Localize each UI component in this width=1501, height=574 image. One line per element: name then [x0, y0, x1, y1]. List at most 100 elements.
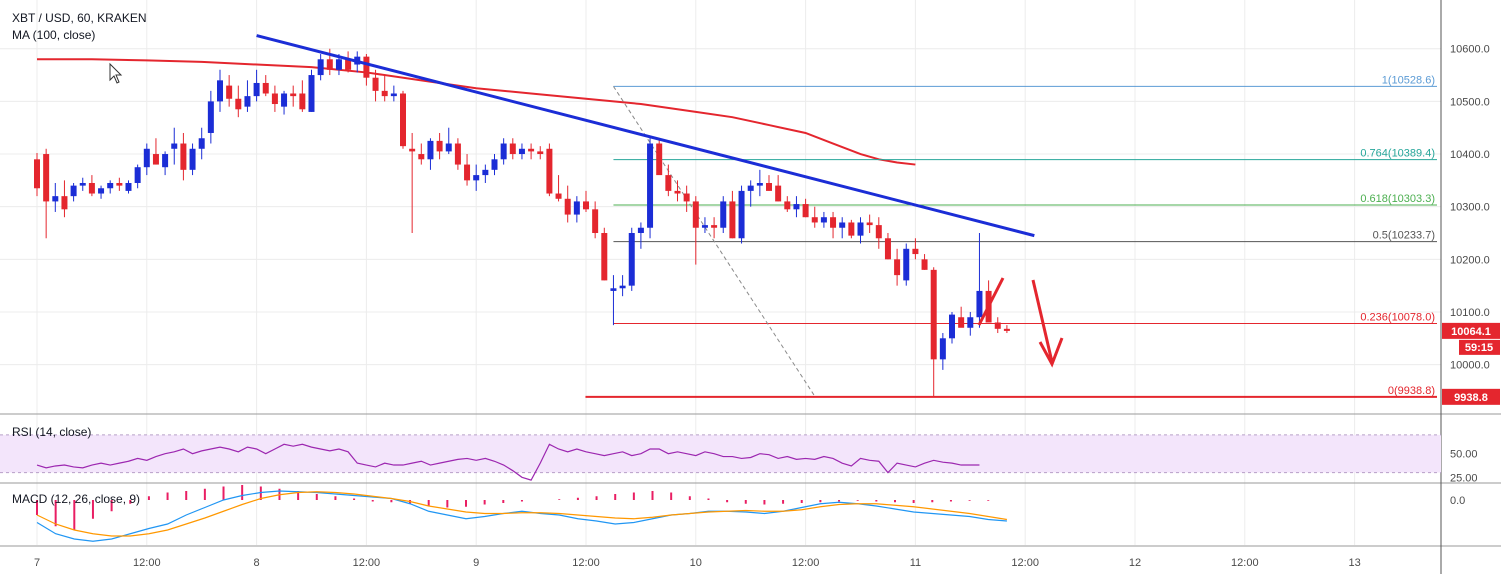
- candle-body: [711, 225, 718, 228]
- candle-body: [894, 259, 901, 276]
- time-tick-label: 7: [34, 557, 40, 569]
- candle-body: [802, 204, 809, 218]
- price-tick-label: 10600.0: [1450, 44, 1490, 56]
- macd-line: [36, 490, 1007, 542]
- candle-body: [143, 148, 150, 168]
- time-tick-label: 12:00: [1231, 557, 1259, 569]
- candle-body: [747, 185, 754, 191]
- rsi-band: [0, 434, 1441, 473]
- candle-body: [884, 238, 891, 260]
- candle-body: [70, 185, 77, 197]
- time-tick-label: 10: [690, 557, 702, 569]
- candle-body: [564, 198, 571, 215]
- candle-body: [637, 227, 644, 234]
- candle-body: [162, 154, 169, 168]
- candle-body: [464, 164, 471, 181]
- candle-body: [583, 201, 589, 210]
- candle-body: [921, 259, 928, 270]
- candle-body: [857, 222, 864, 236]
- candle-body: [125, 182, 132, 191]
- fib-level-label: 1(10528.6): [1382, 74, 1435, 86]
- candle-body: [518, 148, 525, 155]
- macd-tick-label: 0.0: [1450, 495, 1465, 507]
- candle-body: [281, 93, 288, 107]
- up-stroke-arrow-icon: [977, 277, 1005, 326]
- candle-body: [509, 143, 516, 155]
- candle-body: [226, 85, 233, 99]
- low-price-badge: [1442, 388, 1500, 405]
- low-price-text: 9938.8: [1454, 392, 1488, 404]
- candle-body: [784, 201, 791, 210]
- candle-body: [34, 159, 40, 189]
- candle-body: [647, 143, 654, 228]
- price-tick-label: 10100.0: [1450, 307, 1490, 319]
- candle-body: [217, 80, 223, 102]
- candle-body: [683, 193, 690, 202]
- candle-body: [381, 90, 388, 97]
- macd-indicator: [36, 485, 1007, 542]
- candle-body: [875, 225, 882, 239]
- candle-body: [601, 233, 608, 281]
- candle-body: [134, 167, 141, 183]
- price-badges: 10064.1 59:15 9938.8: [1442, 322, 1500, 405]
- candle-body: [253, 82, 260, 97]
- trendline[interactable]: [256, 34, 1035, 238]
- time-tick-label: 12: [1129, 557, 1141, 569]
- candle-body: [848, 222, 855, 236]
- candle-body: [656, 143, 663, 176]
- candle-body: [79, 182, 86, 186]
- countdown-badge: [1459, 339, 1500, 355]
- candle-body: [317, 59, 324, 76]
- candle-body: [546, 148, 553, 194]
- candle-body: [308, 75, 315, 112]
- time-tick-label: 11: [910, 557, 921, 569]
- candle-body: [207, 101, 214, 133]
- price-tick-label: 10200.0: [1450, 254, 1490, 266]
- candle-body: [88, 182, 95, 194]
- candle-body: [820, 217, 827, 223]
- rsi-tick-label: 25.00: [1450, 472, 1478, 484]
- last-price-badge: [1442, 322, 1500, 339]
- candle-body: [619, 285, 626, 289]
- candle-body: [418, 154, 425, 160]
- candle-body: [958, 317, 965, 328]
- direction-arrows[interactable]: [977, 277, 1064, 368]
- candle-body: [454, 143, 461, 165]
- candle-body: [198, 138, 205, 149]
- candle-body: [994, 322, 1001, 329]
- candle-body: [61, 196, 68, 210]
- candle-body: [793, 204, 800, 210]
- rsi-line: [36, 443, 980, 481]
- down-arrow-icon: [1031, 279, 1064, 368]
- candle-body: [839, 222, 846, 228]
- macd-legend: MACD (12, 26, close, 9): [12, 492, 141, 506]
- resistance-trendline: [256, 34, 1035, 238]
- price-tick-label: 10300.0: [1450, 202, 1490, 214]
- candle-body: [1003, 328, 1010, 331]
- candle-body: [537, 151, 544, 155]
- candle-body: [775, 185, 782, 202]
- fibonacci-retracement[interactable]: 1(10528.6) 0.764(10389.4) 0.618(10303.3) 0.…: [585, 74, 1437, 398]
- candle-body: [720, 201, 727, 228]
- rsi-legend: RSI (14, close): [12, 425, 92, 439]
- candle-body: [912, 248, 919, 255]
- mouse-cursor-icon: [109, 62, 123, 84]
- candle-body: [299, 93, 306, 110]
- price-tick-label: 10500.0: [1450, 96, 1490, 108]
- time-tick-label: 12:00: [133, 557, 161, 569]
- time-tick-label: 12:00: [792, 557, 820, 569]
- candle-body: [436, 140, 443, 152]
- candle-body: [180, 143, 187, 170]
- rsi-indicator: [0, 434, 1441, 481]
- time-tick-label: 12:00: [572, 557, 600, 569]
- candle-body: [692, 201, 699, 228]
- candle-body: [592, 209, 599, 234]
- last-price-text: 10064.1: [1451, 326, 1491, 338]
- candle-body: [930, 269, 937, 360]
- candle-body: [756, 182, 763, 186]
- candle-body: [701, 225, 708, 228]
- candle-body: [244, 96, 251, 107]
- fib-level-label: 0.618(10303.3): [1360, 193, 1435, 205]
